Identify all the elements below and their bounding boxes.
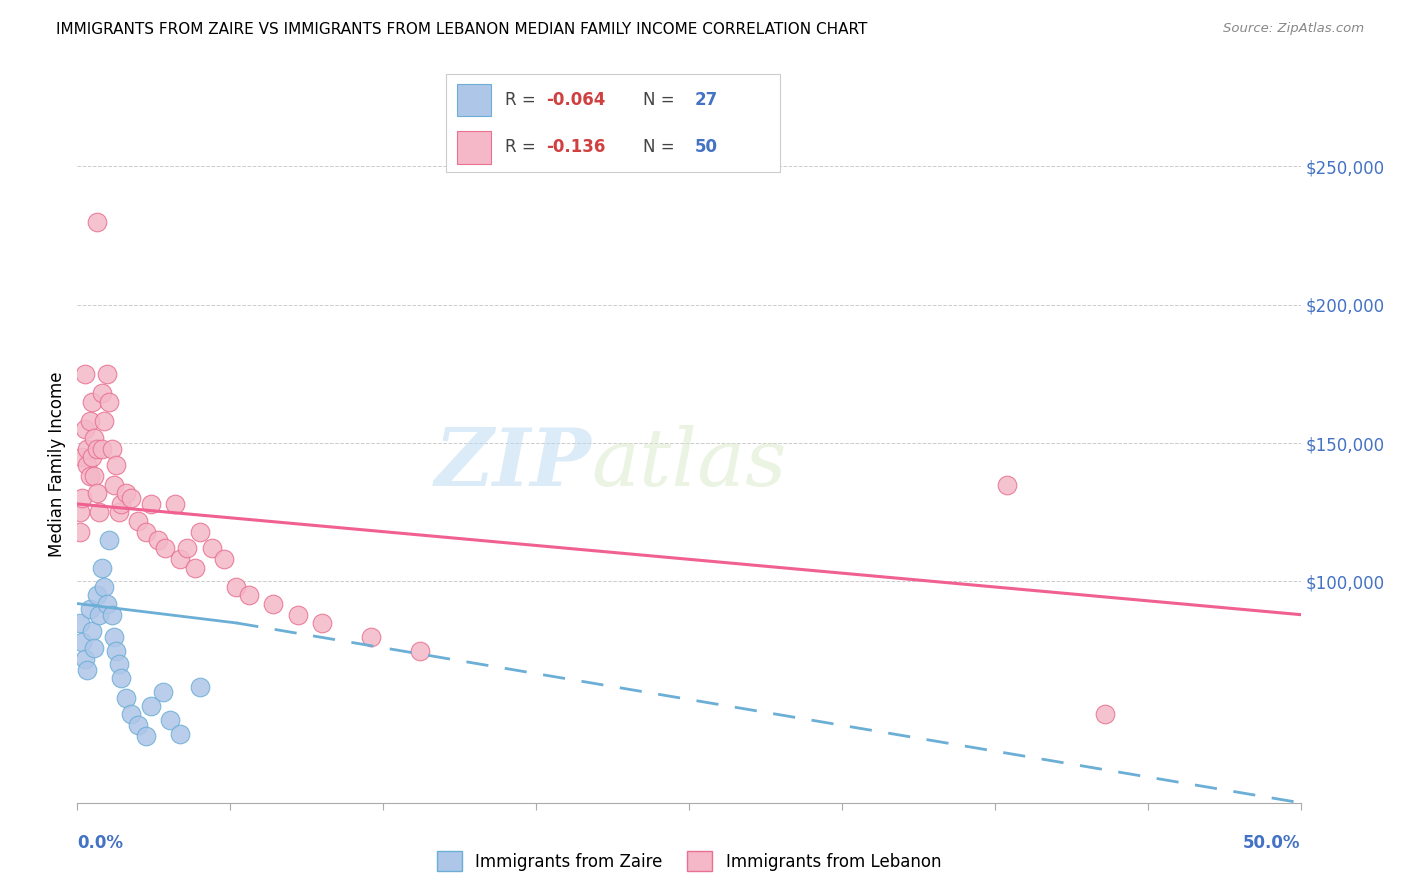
Point xyxy=(79,469,101,483)
Legend: Immigrants from Zaire, Immigrants from Lebanon: Immigrants from Zaire, Immigrants from L… xyxy=(430,845,948,878)
Point xyxy=(86,486,108,500)
Point xyxy=(139,698,162,713)
Point xyxy=(311,615,333,630)
Point xyxy=(409,643,432,657)
Point xyxy=(127,514,149,528)
Point xyxy=(93,414,115,428)
Point xyxy=(90,386,112,401)
Point xyxy=(115,690,138,705)
Point xyxy=(188,680,211,694)
Text: 0.0%: 0.0% xyxy=(77,834,124,852)
Point xyxy=(105,643,128,657)
Point xyxy=(110,497,132,511)
Point xyxy=(86,442,108,456)
Point xyxy=(262,597,284,611)
Point xyxy=(70,450,93,464)
Point xyxy=(93,580,115,594)
Point xyxy=(152,685,174,699)
Point xyxy=(135,524,157,539)
Point xyxy=(212,552,235,566)
Point xyxy=(105,458,128,473)
Y-axis label: Median Family Income: Median Family Income xyxy=(48,371,66,557)
Point xyxy=(79,414,101,428)
Point xyxy=(83,431,105,445)
Text: R =: R = xyxy=(505,138,536,156)
Point xyxy=(127,718,149,732)
Point xyxy=(287,607,309,622)
Point xyxy=(69,615,91,630)
Text: Source: ZipAtlas.com: Source: ZipAtlas.com xyxy=(1223,22,1364,36)
Text: ZIP: ZIP xyxy=(434,425,591,502)
Point xyxy=(89,607,111,622)
Point xyxy=(70,491,93,506)
Point xyxy=(169,726,191,740)
Point xyxy=(79,602,101,616)
Point xyxy=(80,394,103,409)
Point xyxy=(73,652,96,666)
Bar xyxy=(457,84,491,117)
Point xyxy=(108,657,131,672)
Point xyxy=(238,588,260,602)
Point xyxy=(98,533,121,547)
Point xyxy=(176,541,198,556)
Point xyxy=(103,477,125,491)
Text: -0.136: -0.136 xyxy=(546,138,606,156)
Point xyxy=(201,541,224,556)
Point xyxy=(86,588,108,602)
Text: N =: N = xyxy=(643,91,675,109)
Point xyxy=(188,524,211,539)
Text: -0.064: -0.064 xyxy=(546,91,606,109)
Text: 50.0%: 50.0% xyxy=(1243,834,1301,852)
Point xyxy=(86,215,108,229)
Point xyxy=(146,533,169,547)
Point xyxy=(80,624,103,639)
Point xyxy=(83,469,105,483)
FancyBboxPatch shape xyxy=(446,74,780,172)
Point xyxy=(184,560,207,574)
Point xyxy=(69,505,91,519)
Point xyxy=(155,541,177,556)
Text: atlas: atlas xyxy=(591,425,786,502)
Bar xyxy=(457,131,491,163)
Point xyxy=(98,394,121,409)
Point xyxy=(69,524,91,539)
Point xyxy=(73,422,96,436)
Point xyxy=(108,505,131,519)
Point xyxy=(995,477,1018,491)
Point xyxy=(73,367,96,381)
Point xyxy=(100,442,122,456)
Point xyxy=(100,607,122,622)
Point xyxy=(169,552,191,566)
Point xyxy=(96,597,118,611)
Point xyxy=(89,505,111,519)
Point xyxy=(225,580,247,594)
Point xyxy=(110,671,132,685)
Point xyxy=(159,713,181,727)
Point xyxy=(165,497,187,511)
Point xyxy=(103,630,125,644)
Point xyxy=(76,663,98,677)
Text: 50: 50 xyxy=(695,138,717,156)
Point xyxy=(1094,707,1116,722)
Point xyxy=(360,630,382,644)
Point xyxy=(139,497,162,511)
Point xyxy=(115,486,138,500)
Point xyxy=(83,640,105,655)
Point xyxy=(80,450,103,464)
Point xyxy=(120,707,142,722)
Point xyxy=(70,635,93,649)
Point xyxy=(76,458,98,473)
Point xyxy=(120,491,142,506)
Text: 27: 27 xyxy=(695,91,717,109)
Point xyxy=(90,560,112,574)
Point xyxy=(96,367,118,381)
Point xyxy=(90,442,112,456)
Point xyxy=(76,442,98,456)
Text: IMMIGRANTS FROM ZAIRE VS IMMIGRANTS FROM LEBANON MEDIAN FAMILY INCOME CORRELATIO: IMMIGRANTS FROM ZAIRE VS IMMIGRANTS FROM… xyxy=(56,22,868,37)
Point xyxy=(135,730,157,744)
Text: R =: R = xyxy=(505,91,536,109)
Text: N =: N = xyxy=(643,138,675,156)
